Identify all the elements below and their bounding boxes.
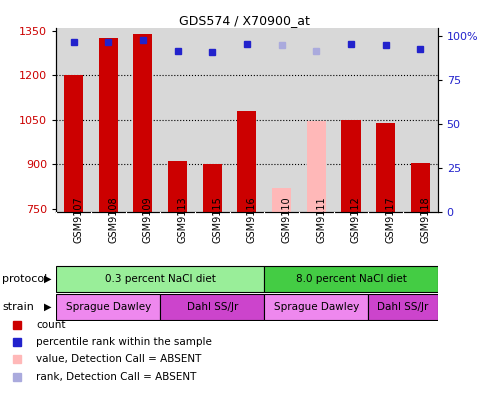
Text: value, Detection Call = ABSENT: value, Detection Call = ABSENT [36, 354, 201, 364]
Text: GDS574 / X70900_at: GDS574 / X70900_at [179, 14, 309, 27]
Text: GSM9108: GSM9108 [108, 196, 118, 243]
Bar [264, 266, 437, 293]
Bar [203, 164, 222, 212]
Text: percentile rank within the sample: percentile rank within the sample [36, 337, 211, 347]
Bar [264, 293, 367, 320]
Bar [410, 163, 429, 212]
Bar [237, 111, 256, 212]
Bar [375, 123, 394, 212]
Text: GSM9117: GSM9117 [385, 196, 395, 243]
Text: Sprague Dawley: Sprague Dawley [273, 302, 358, 312]
Text: Dahl SS/Jr: Dahl SS/Jr [186, 302, 238, 312]
Text: GSM9111: GSM9111 [316, 196, 325, 243]
Bar [306, 121, 325, 212]
Text: 8.0 percent NaCl diet: 8.0 percent NaCl diet [295, 274, 406, 284]
Text: ▶: ▶ [44, 274, 51, 284]
Text: 0.3 percent NaCl diet: 0.3 percent NaCl diet [104, 274, 215, 284]
Bar [168, 161, 187, 212]
Text: Dahl SS/Jr: Dahl SS/Jr [377, 302, 428, 312]
Text: ▶: ▶ [44, 302, 51, 312]
Text: protocol: protocol [2, 274, 48, 284]
Bar [56, 266, 264, 293]
Text: GSM9116: GSM9116 [246, 196, 256, 243]
Bar [56, 293, 160, 320]
Text: rank, Detection Call = ABSENT: rank, Detection Call = ABSENT [36, 372, 196, 382]
Bar [271, 188, 290, 212]
Text: GSM9115: GSM9115 [212, 196, 222, 243]
Bar [367, 293, 437, 320]
Text: GSM9107: GSM9107 [73, 196, 83, 243]
Bar [160, 293, 264, 320]
Bar [64, 75, 83, 212]
Text: GSM9109: GSM9109 [142, 196, 153, 243]
Text: GSM9110: GSM9110 [281, 196, 291, 243]
Text: strain: strain [2, 302, 34, 312]
Text: count: count [36, 320, 65, 330]
Bar [99, 38, 118, 212]
Text: Sprague Dawley: Sprague Dawley [65, 302, 151, 312]
Bar [133, 34, 152, 212]
Text: GSM9112: GSM9112 [350, 196, 360, 243]
Text: GSM9113: GSM9113 [177, 196, 187, 243]
Text: GSM9118: GSM9118 [420, 196, 429, 243]
Bar [341, 120, 360, 212]
